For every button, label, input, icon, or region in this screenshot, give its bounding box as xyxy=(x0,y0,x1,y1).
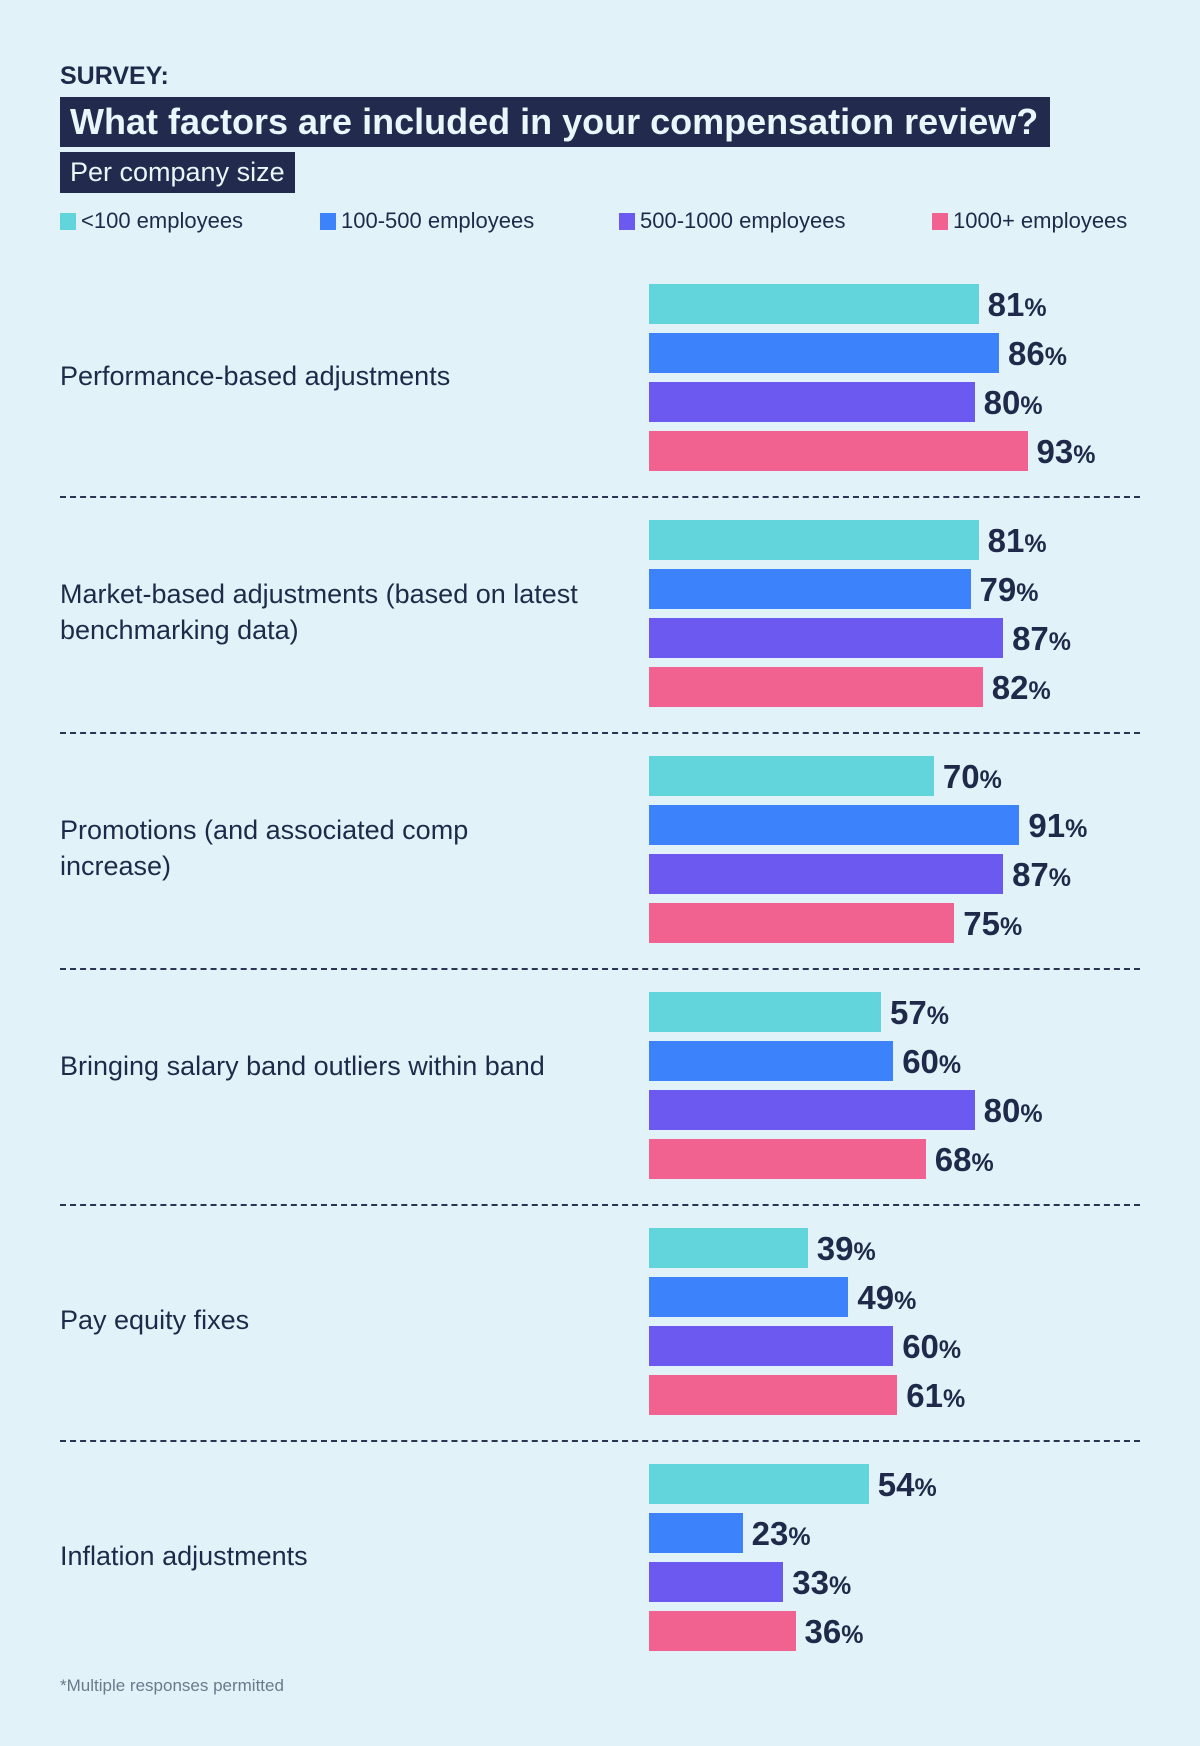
bar xyxy=(649,618,1004,658)
bar xyxy=(649,1139,926,1179)
bar xyxy=(649,992,881,1032)
data-label: 70% xyxy=(942,758,1002,795)
legend: <100 employees 100-500 employees 500-1000 … xyxy=(60,208,1140,236)
legend-swatch xyxy=(60,212,76,230)
legend-item: <100 employees xyxy=(60,208,243,234)
data-label: 86% xyxy=(1008,335,1067,372)
bar xyxy=(649,382,975,422)
bar xyxy=(649,903,955,943)
bar xyxy=(649,1562,784,1602)
legend-item: 1000+ employees xyxy=(932,208,1127,234)
legend-label: 100-500 employees xyxy=(341,208,535,233)
chart-title: What factors are included in your compen… xyxy=(60,97,1051,147)
data-label: 79% xyxy=(979,571,1039,608)
data-label: 68% xyxy=(934,1141,994,1178)
bar xyxy=(649,854,1004,894)
category-label: Bringing salary band outliers within ban… xyxy=(60,1050,545,1081)
bar xyxy=(649,1326,894,1366)
category-label: Pay equity fixes xyxy=(60,1304,250,1335)
data-label: 93% xyxy=(1036,433,1096,470)
group-divider xyxy=(60,732,1140,734)
bar xyxy=(649,1228,808,1268)
bar xyxy=(649,1513,743,1553)
data-label: 39% xyxy=(816,1230,876,1267)
group-divider xyxy=(60,968,1140,970)
data-label: 54% xyxy=(877,1466,937,1503)
bar xyxy=(649,1611,796,1651)
data-label: 49% xyxy=(857,1279,917,1316)
bar xyxy=(649,1041,894,1081)
data-label: 33% xyxy=(792,1564,852,1601)
legend-label: 500-1000 employees xyxy=(640,208,846,233)
bar xyxy=(649,284,979,324)
group-divider xyxy=(60,496,1140,498)
category-label: Promotions (and associated comp increase… xyxy=(60,814,469,881)
data-label: 75% xyxy=(963,905,1023,942)
data-label: 87% xyxy=(1012,620,1072,657)
legend-item: 100-500 employees xyxy=(320,208,534,234)
bar xyxy=(649,1464,869,1504)
bar xyxy=(649,756,934,796)
data-label: 61% xyxy=(906,1377,966,1414)
data-label: 91% xyxy=(1028,807,1088,844)
bar xyxy=(649,569,971,609)
data-label: 80% xyxy=(983,1092,1043,1129)
data-label: 36% xyxy=(804,1613,864,1650)
data-label: 87% xyxy=(1012,856,1072,893)
bar xyxy=(649,520,979,560)
bar xyxy=(649,1375,898,1415)
bar xyxy=(649,431,1028,471)
footnote: *Multiple responses permitted xyxy=(60,1676,284,1695)
data-label: 57% xyxy=(889,994,949,1031)
category-label: Inflation adjustments xyxy=(60,1540,308,1571)
bar xyxy=(649,667,983,707)
legend-swatch xyxy=(619,212,635,230)
bar xyxy=(649,333,1000,373)
data-label: 60% xyxy=(902,1328,962,1365)
category-label: Market-based adjustments (based on lates… xyxy=(60,578,578,645)
data-label: 82% xyxy=(991,669,1051,706)
data-label: 81% xyxy=(987,286,1047,323)
bar xyxy=(649,1277,849,1317)
legend-swatch xyxy=(320,212,336,230)
group-divider xyxy=(60,1440,1140,1442)
data-label: 80% xyxy=(983,384,1043,421)
data-label: 23% xyxy=(751,1515,811,1552)
data-label: 81% xyxy=(987,522,1047,559)
data-label: 60% xyxy=(902,1043,962,1080)
category-label: Performance-based adjustments xyxy=(60,360,451,391)
legend-item: 500-1000 employees xyxy=(619,208,845,234)
bar xyxy=(649,1090,975,1130)
legend-label: <100 employees xyxy=(81,208,244,233)
group-divider xyxy=(60,1204,1140,1206)
legend-label: 1000+ employees xyxy=(953,208,1128,233)
bar xyxy=(649,805,1020,845)
chart-subtitle: Per company size xyxy=(60,152,295,193)
survey-eyebrow: SURVEY: xyxy=(60,62,169,90)
legend-swatch xyxy=(932,212,948,230)
